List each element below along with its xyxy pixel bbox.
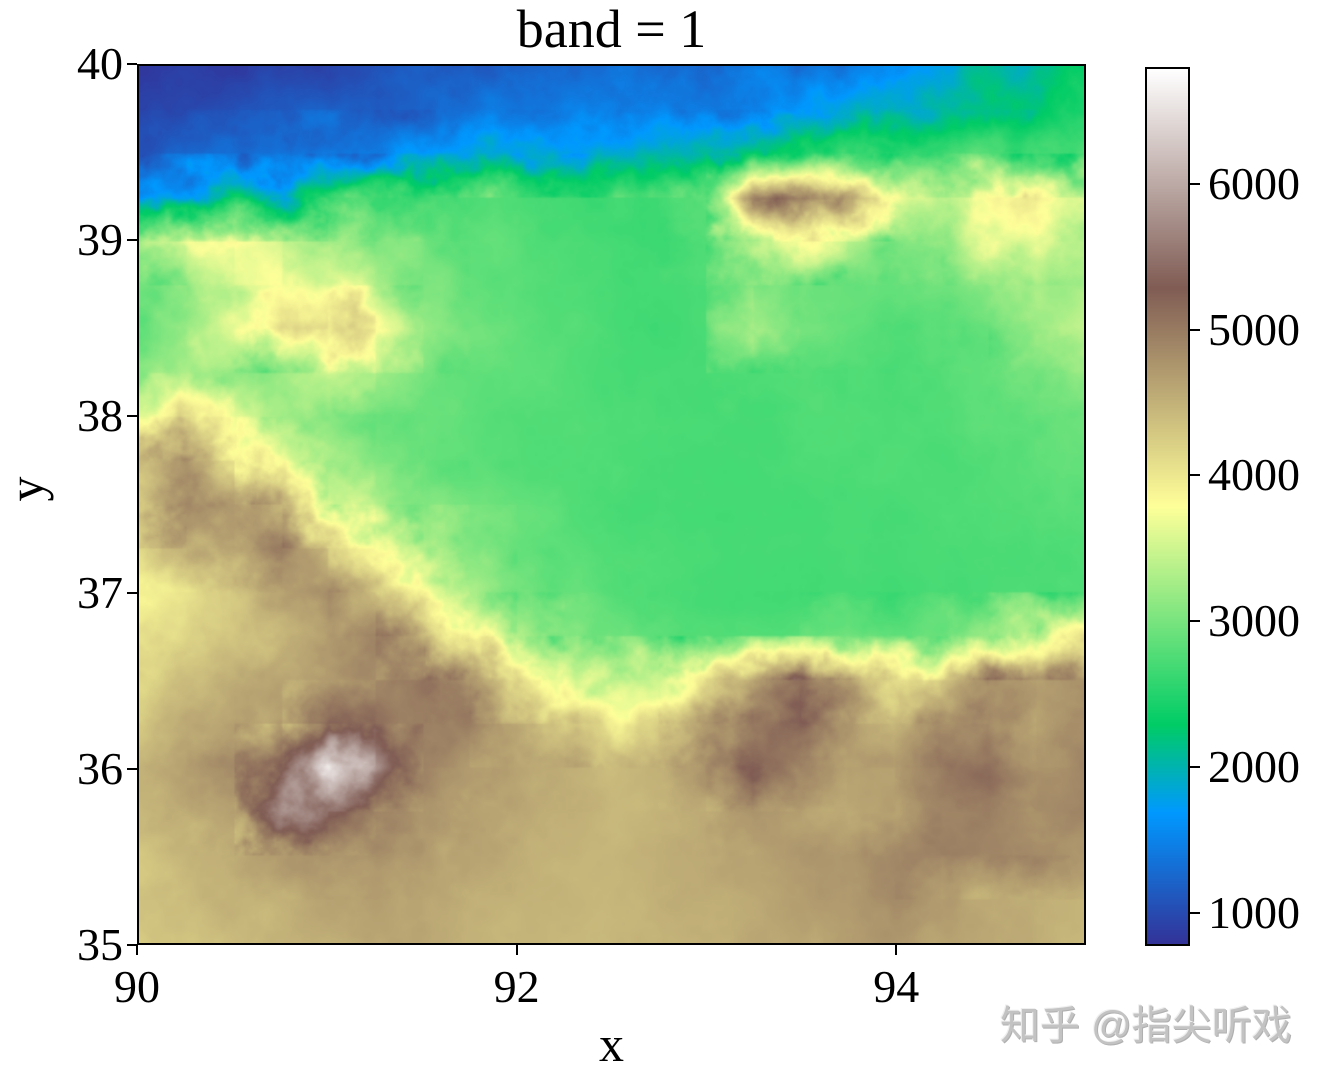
x-tick-label: 92 [493,961,540,1012]
y-tick-label: 35 [77,919,123,970]
colorbar [1145,67,1190,946]
y-tick-label: 38 [77,390,123,442]
colorbar-tick-label: 1000 [1208,887,1300,939]
colorbar-tick-label: 2000 [1208,741,1300,793]
x-tick-mark [895,945,898,955]
x-tick-mark [515,945,518,955]
y-tick-mark [127,591,137,594]
x-tick-label: 94 [873,961,920,1012]
watermark: 知乎 @指尖听戏 [1000,1004,1292,1048]
y-tick-mark [127,944,137,946]
x-axis-label: x [599,1016,624,1072]
chart-title: band = 1 [516,0,707,59]
y-axis-label: y [0,476,54,502]
y-tick-mark [127,63,137,65]
colorbar-tick-mark [1190,474,1200,477]
y-tick-label: 37 [77,566,123,618]
colorbar-tick-label: 4000 [1208,449,1300,501]
elevation-raster [139,66,1084,943]
colorbar-gradient [1147,69,1188,944]
colorbar-tick-mark [1190,912,1200,915]
plot-area [137,64,1086,945]
y-tick-mark [127,239,137,242]
colorbar-tick-mark [1190,182,1200,185]
colorbar-tick-label: 6000 [1208,157,1300,209]
y-tick-label: 36 [77,742,123,794]
colorbar-tick-mark [1190,766,1200,769]
x-tick-mark [136,945,138,955]
y-tick-label: 40 [77,38,123,89]
y-tick-label: 39 [77,214,123,266]
colorbar-tick-mark [1190,620,1200,623]
y-tick-mark [127,415,137,418]
colorbar-tick-label: 5000 [1208,303,1300,355]
x-tick-label: 90 [114,961,160,1012]
colorbar-tick-mark [1190,328,1200,331]
colorbar-tick-label: 3000 [1208,595,1300,647]
y-tick-mark [127,767,137,770]
